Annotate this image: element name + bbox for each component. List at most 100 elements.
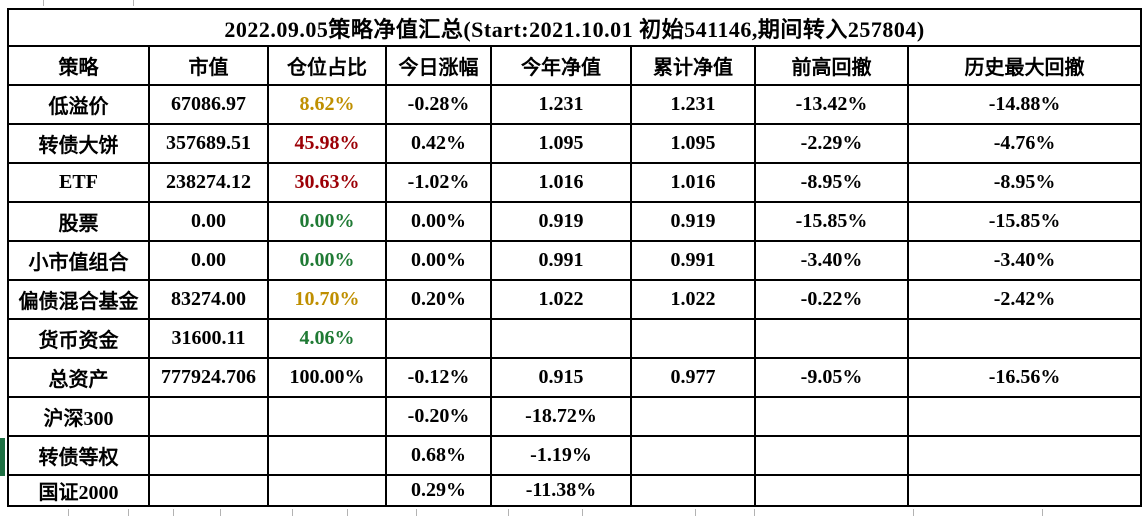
cell-today-change[interactable]: 0.29% — [385, 474, 492, 507]
cell-ytd-nav[interactable] — [490, 318, 632, 359]
cell-position-pct[interactable]: 10.70% — [267, 279, 387, 320]
table-title-cell[interactable]: 2022.09.05策略净值汇总(Start:2021.10.01 初始5411… — [6, 8, 1143, 47]
cell-position-pct[interactable]: 0.00% — [267, 201, 387, 242]
cell-strategy[interactable]: 沪深300 — [7, 396, 150, 437]
cell-drawdown-from-high[interactable] — [754, 435, 909, 476]
cell-max-drawdown[interactable]: -14.88% — [906, 84, 1143, 125]
cell-max-drawdown[interactable]: -2.42% — [906, 279, 1143, 320]
cell-cumulative-nav[interactable] — [630, 396, 756, 437]
cell-today-change[interactable]: -0.28% — [385, 84, 492, 125]
cell-strategy[interactable]: 转债等权 — [7, 435, 150, 476]
cell-market-value[interactable]: 31600.11 — [148, 318, 269, 359]
cell-cumulative-nav[interactable]: 1.016 — [630, 162, 756, 203]
cell-ytd-nav[interactable]: 1.095 — [490, 123, 632, 164]
cell-drawdown-from-high[interactable]: -13.42% — [754, 84, 909, 125]
gridline-artifact — [133, 0, 134, 6]
header-ytd-nav[interactable]: 今年净值 — [490, 45, 632, 86]
cell-drawdown-from-high[interactable]: -8.95% — [754, 162, 909, 203]
cell-max-drawdown[interactable] — [906, 396, 1143, 437]
cell-drawdown-from-high[interactable]: -9.05% — [754, 357, 909, 398]
cell-market-value[interactable]: 0.00 — [148, 201, 269, 242]
cell-position-pct[interactable]: 0.00% — [267, 240, 387, 281]
cell-cumulative-nav[interactable]: 0.991 — [630, 240, 756, 281]
cell-position-pct[interactable]: 30.63% — [267, 162, 387, 203]
cell-today-change[interactable]: -1.02% — [385, 162, 492, 203]
cell-today-change[interactable]: -0.20% — [385, 396, 492, 437]
cell-strategy[interactable]: 偏债混合基金 — [7, 279, 150, 320]
cell-drawdown-from-high[interactable] — [754, 474, 909, 507]
cell-ytd-nav[interactable]: 1.022 — [490, 279, 632, 320]
cell-position-pct[interactable]: 4.06% — [267, 318, 387, 359]
cell-max-drawdown[interactable] — [906, 318, 1143, 359]
cell-position-pct[interactable]: 8.62% — [267, 84, 387, 125]
cell-today-change[interactable] — [385, 318, 492, 359]
cell-cumulative-nav[interactable]: 0.919 — [630, 201, 756, 242]
strategy-summary-table: 2022.09.05策略净值汇总(Start:2021.10.01 初始5411… — [6, 8, 1143, 507]
cell-today-change[interactable]: 0.20% — [385, 279, 492, 320]
cell-ytd-nav[interactable]: 0.991 — [490, 240, 632, 281]
cell-drawdown-from-high[interactable]: -3.40% — [754, 240, 909, 281]
cell-market-value[interactable]: 83274.00 — [148, 279, 269, 320]
cell-strategy[interactable]: 总资产 — [7, 357, 150, 398]
cell-strategy[interactable]: ETF — [7, 162, 150, 203]
cell-ytd-nav[interactable]: 0.915 — [490, 357, 632, 398]
cell-ytd-nav[interactable]: 1.016 — [490, 162, 632, 203]
header-today-change[interactable]: 今日涨幅 — [385, 45, 492, 86]
cell-strategy[interactable]: 国证2000 — [7, 474, 150, 507]
cell-max-drawdown[interactable] — [906, 435, 1143, 476]
cell-ytd-nav[interactable]: 1.231 — [490, 84, 632, 125]
cell-drawdown-from-high[interactable]: -0.22% — [754, 279, 909, 320]
cell-strategy[interactable]: 货币资金 — [7, 318, 150, 359]
cell-today-change[interactable]: 0.00% — [385, 240, 492, 281]
cell-cumulative-nav[interactable]: 1.231 — [630, 84, 756, 125]
cell-cumulative-nav[interactable] — [630, 318, 756, 359]
cell-max-drawdown[interactable] — [906, 474, 1143, 507]
cell-cumulative-nav[interactable] — [630, 435, 756, 476]
cell-strategy[interactable]: 小市值组合 — [7, 240, 150, 281]
cell-ytd-nav[interactable]: -18.72% — [490, 396, 632, 437]
cell-max-drawdown[interactable]: -16.56% — [906, 357, 1143, 398]
cell-drawdown-from-high[interactable]: -15.85% — [754, 201, 909, 242]
cell-strategy[interactable]: 转债大饼 — [7, 123, 150, 164]
cell-position-pct[interactable] — [267, 396, 387, 437]
cell-max-drawdown[interactable]: -3.40% — [906, 240, 1143, 281]
cell-ytd-nav[interactable]: 0.919 — [490, 201, 632, 242]
cell-cumulative-nav[interactable]: 0.977 — [630, 357, 756, 398]
cell-position-pct[interactable]: 100.00% — [267, 357, 387, 398]
cell-today-change[interactable]: 0.42% — [385, 123, 492, 164]
cell-cumulative-nav[interactable] — [630, 474, 756, 507]
cell-strategy[interactable]: 低溢价 — [7, 84, 150, 125]
cell-market-value[interactable] — [148, 435, 269, 476]
cell-market-value[interactable]: 0.00 — [148, 240, 269, 281]
header-strategy[interactable]: 策略 — [7, 45, 150, 86]
cell-market-value[interactable]: 238274.12 — [148, 162, 269, 203]
header-cumulative-nav[interactable]: 累计净值 — [630, 45, 756, 86]
cell-cumulative-nav[interactable]: 1.022 — [630, 279, 756, 320]
cell-ytd-nav[interactable]: -1.19% — [490, 435, 632, 476]
cell-position-pct[interactable] — [267, 474, 387, 507]
header-max-drawdown[interactable]: 历史最大回撤 — [906, 45, 1143, 86]
cell-strategy[interactable]: 股票 — [7, 201, 150, 242]
cell-drawdown-from-high[interactable]: -2.29% — [754, 123, 909, 164]
cell-today-change[interactable]: 0.00% — [385, 201, 492, 242]
cell-max-drawdown[interactable]: -4.76% — [906, 123, 1143, 164]
cell-market-value[interactable]: 357689.51 — [148, 123, 269, 164]
cell-ytd-nav[interactable]: -11.38% — [490, 474, 632, 507]
cell-market-value[interactable]: 67086.97 — [148, 84, 269, 125]
gridline-artifact — [754, 509, 755, 516]
cell-max-drawdown[interactable]: -15.85% — [906, 201, 1143, 242]
header-drawdown-from-high[interactable]: 前高回撤 — [754, 45, 909, 86]
header-position-pct[interactable]: 仓位占比 — [267, 45, 387, 86]
cell-drawdown-from-high[interactable] — [754, 396, 909, 437]
header-market-value[interactable]: 市值 — [148, 45, 269, 86]
cell-position-pct[interactable] — [267, 435, 387, 476]
cell-today-change[interactable]: 0.68% — [385, 435, 492, 476]
cell-market-value[interactable] — [148, 474, 269, 507]
cell-today-change[interactable]: -0.12% — [385, 357, 492, 398]
cell-market-value[interactable] — [148, 396, 269, 437]
cell-drawdown-from-high[interactable] — [754, 318, 909, 359]
cell-position-pct[interactable]: 45.98% — [267, 123, 387, 164]
cell-max-drawdown[interactable]: -8.95% — [906, 162, 1143, 203]
cell-cumulative-nav[interactable]: 1.095 — [630, 123, 756, 164]
cell-market-value[interactable]: 777924.706 — [148, 357, 269, 398]
